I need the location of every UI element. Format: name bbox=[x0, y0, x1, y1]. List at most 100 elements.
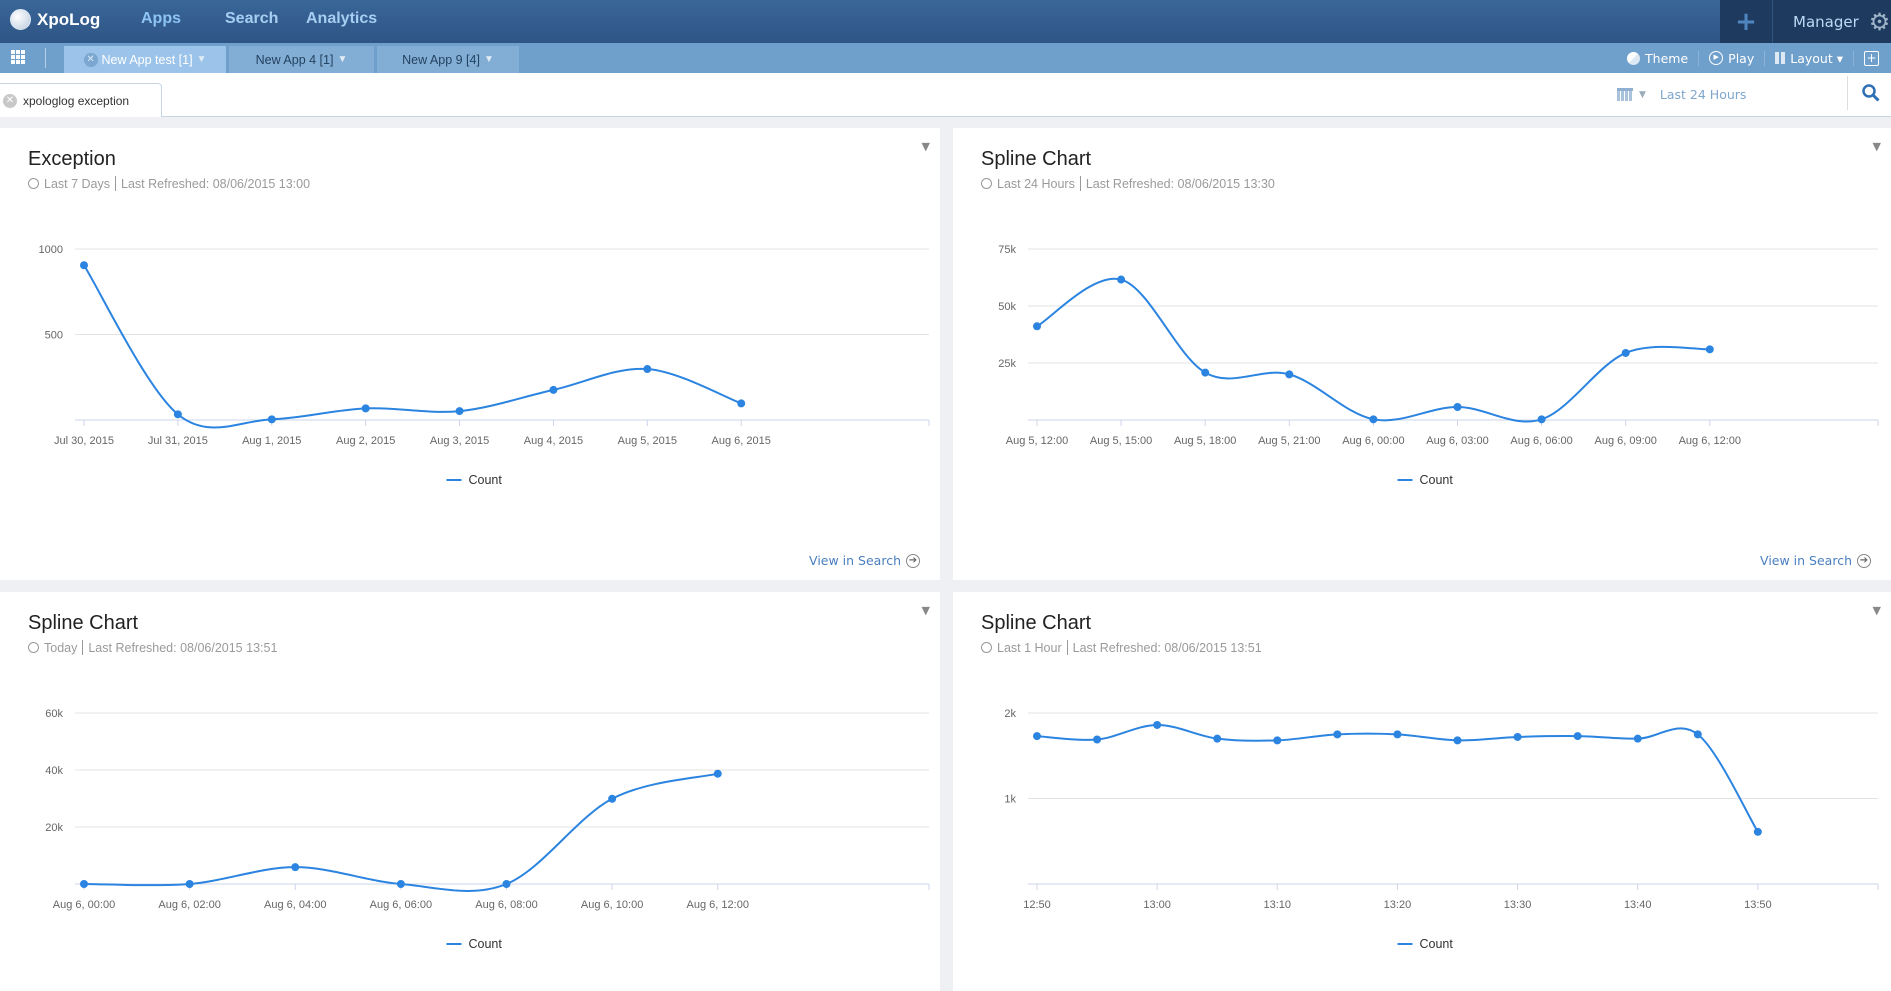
clock-icon bbox=[28, 178, 39, 189]
data-point[interactable] bbox=[502, 880, 511, 888]
time-range: Last 1 Hour bbox=[997, 640, 1062, 655]
nav-apps[interactable]: Apps bbox=[141, 10, 181, 49]
nav-analytics[interactable]: Analytics bbox=[306, 10, 378, 27]
search-chip[interactable]: ✕ xpologlog exception bbox=[0, 83, 162, 117]
arrow-right-icon: ➔ bbox=[906, 553, 920, 568]
legend-item-count[interactable]: Count bbox=[469, 937, 503, 951]
time-range-label: Last 24 Hours bbox=[1659, 87, 1747, 102]
data-point[interactable] bbox=[549, 385, 558, 394]
chevron-down-icon[interactable]: ▼ bbox=[483, 54, 494, 65]
app-tab-new-app-4[interactable]: New App 4 [1] ▼ bbox=[229, 46, 374, 73]
data-point[interactable] bbox=[1705, 345, 1714, 354]
layout-button[interactable]: Layout ▾ bbox=[1775, 50, 1854, 66]
data-point[interactable] bbox=[291, 863, 300, 872]
remove-chip-icon[interactable]: ✕ bbox=[3, 93, 17, 108]
data-point[interactable] bbox=[185, 880, 194, 888]
data-point[interactable] bbox=[361, 404, 370, 413]
x-tick-label: Aug 6, 03:00 bbox=[1426, 435, 1488, 447]
logo[interactable]: XpoLog bbox=[10, 9, 100, 30]
series-line-count bbox=[83, 772, 718, 892]
x-tick-label: Aug 1, 2015 bbox=[242, 435, 301, 447]
widget-menu-chevron-icon[interactable]: ▼ bbox=[921, 604, 930, 617]
data-point[interactable] bbox=[1285, 370, 1294, 379]
series-line-count bbox=[1036, 277, 1710, 423]
series-line-count bbox=[83, 264, 742, 429]
view-in-search-link[interactable]: View in Search ➔ bbox=[809, 553, 920, 568]
widget-menu-chevron-icon[interactable]: ▼ bbox=[1872, 604, 1881, 617]
data-point[interactable] bbox=[80, 880, 88, 888]
data-point[interactable] bbox=[1273, 736, 1282, 745]
y-tick-label: 75k bbox=[998, 244, 1016, 256]
data-point[interactable] bbox=[173, 410, 182, 419]
data-point[interactable] bbox=[1153, 720, 1162, 729]
play-icon: ▶ bbox=[1709, 51, 1724, 65]
arrow-right-icon: ➔ bbox=[1857, 553, 1871, 568]
time-range-picker[interactable]: ▼ Last 24 Hours bbox=[1617, 87, 1746, 102]
data-point[interactable] bbox=[267, 415, 276, 424]
x-tick-label: 13:30 bbox=[1504, 899, 1532, 911]
data-point[interactable] bbox=[1537, 415, 1546, 424]
divider bbox=[1079, 176, 1081, 191]
widget-menu-chevron-icon[interactable]: ▼ bbox=[1872, 140, 1881, 153]
data-point[interactable] bbox=[643, 365, 652, 374]
y-tick-label: 25k bbox=[998, 358, 1016, 370]
filter-bar: ✕ xpologlog exception ▼ Last 24 Hours bbox=[0, 73, 1891, 117]
series-line-count bbox=[1036, 723, 1759, 833]
data-point[interactable] bbox=[1369, 415, 1378, 424]
widget-menu-chevron-icon[interactable]: ▼ bbox=[921, 140, 930, 153]
app-tab-new-app-9[interactable]: New App 9 [4] ▼ bbox=[377, 46, 519, 73]
data-point[interactable] bbox=[1093, 735, 1102, 744]
x-tick-label: Aug 6, 12:00 bbox=[1679, 435, 1741, 447]
data-point[interactable] bbox=[1033, 732, 1041, 741]
data-point[interactable] bbox=[455, 407, 464, 416]
chevron-down-icon[interactable]: ▼ bbox=[337, 54, 348, 65]
calendar-icon bbox=[1617, 88, 1633, 101]
data-point[interactable] bbox=[1117, 275, 1126, 284]
manager-link[interactable]: Manager bbox=[1793, 12, 1859, 31]
gear-icon[interactable]: ⚙ bbox=[1868, 7, 1891, 36]
view-in-search-link[interactable]: View in Search ➔ bbox=[1760, 553, 1871, 568]
theme-button[interactable]: Theme bbox=[1627, 50, 1700, 66]
legend-item-count[interactable]: Count bbox=[469, 473, 503, 487]
y-tick-label: 50k bbox=[998, 301, 1016, 313]
chevron-down-icon[interactable]: ▼ bbox=[196, 54, 207, 65]
legend-item-count[interactable]: Count bbox=[1420, 473, 1454, 487]
data-point[interactable] bbox=[1213, 734, 1222, 743]
data-point[interactable] bbox=[1753, 827, 1762, 836]
search-icon[interactable] bbox=[1861, 83, 1881, 103]
divider bbox=[45, 48, 46, 68]
data-point[interactable] bbox=[1513, 732, 1522, 741]
clock-icon bbox=[981, 642, 992, 653]
app-grid-icon[interactable] bbox=[11, 50, 25, 64]
chip-label: xpologlog exception bbox=[23, 93, 130, 108]
data-point[interactable] bbox=[1633, 734, 1642, 743]
x-tick-label: Aug 5, 15:00 bbox=[1090, 435, 1152, 447]
data-point[interactable] bbox=[1621, 348, 1630, 357]
data-point[interactable] bbox=[737, 399, 746, 408]
play-button[interactable]: ▶ Play bbox=[1709, 50, 1766, 66]
data-point[interactable] bbox=[1393, 730, 1402, 739]
divider bbox=[1066, 640, 1068, 655]
close-tab-icon[interactable]: ✕ bbox=[83, 52, 98, 67]
data-point[interactable] bbox=[1333, 730, 1342, 739]
data-point[interactable] bbox=[1453, 736, 1462, 745]
add-widget-button[interactable]: + bbox=[1864, 50, 1879, 66]
data-point[interactable] bbox=[608, 794, 617, 803]
data-point[interactable] bbox=[1033, 322, 1041, 331]
data-point[interactable] bbox=[1693, 730, 1702, 739]
data-point[interactable] bbox=[1573, 732, 1582, 741]
legend-item-count[interactable]: Count bbox=[1420, 937, 1454, 951]
nav-search[interactable]: Search bbox=[225, 10, 279, 27]
divider bbox=[115, 176, 117, 191]
x-tick-label: Aug 6, 02:00 bbox=[158, 899, 220, 911]
widget-title: Spline Chart bbox=[981, 612, 1092, 634]
clock-icon bbox=[981, 178, 992, 189]
data-point[interactable] bbox=[713, 769, 722, 778]
data-point[interactable] bbox=[1201, 368, 1210, 377]
add-icon[interactable]: + bbox=[1720, 0, 1773, 43]
data-point[interactable] bbox=[80, 261, 88, 270]
data-point[interactable] bbox=[1453, 403, 1462, 412]
app-tab-new-app-test[interactable]: ✕ New App test [1] ▼ bbox=[64, 46, 226, 73]
x-tick-label: Aug 2, 2015 bbox=[336, 435, 395, 447]
data-point[interactable] bbox=[396, 880, 405, 888]
